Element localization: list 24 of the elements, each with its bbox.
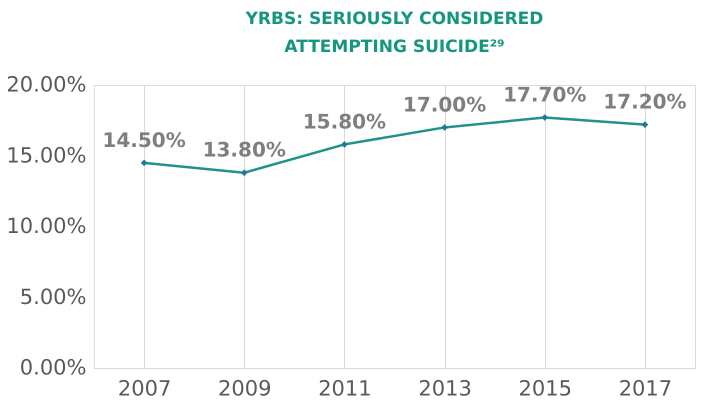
data-label: 13.80% (202, 138, 286, 162)
data-label: 15.80% (302, 109, 386, 134)
x-tick-label: 2007 (118, 376, 172, 400)
y-tick-label: 5.00% (20, 284, 86, 309)
x-tick-label: 2009 (218, 376, 272, 400)
point (642, 121, 648, 128)
y-tick-label: 0.00% (20, 356, 86, 380)
x-tick-label: 2017 (618, 376, 672, 400)
x-tick-label: 2015 (518, 376, 572, 400)
point (541, 114, 548, 121)
data-label: 17.00% (402, 92, 486, 116)
data-label: 14.50% (102, 128, 186, 152)
data-label: 17.70% (503, 82, 586, 107)
point (140, 159, 148, 166)
y-tick-label: 15.00% (6, 143, 86, 168)
point (441, 124, 448, 131)
y-tick-label: 20.00% (6, 72, 86, 96)
point (341, 141, 348, 148)
chart-title: YRBS: SERIOUSLY CONSIDERED ATTEMPTING SUICIDE²⁹ (244, 9, 544, 57)
x-tick-label: 2013 (418, 376, 472, 400)
y-tick-label: 10.00% (6, 214, 86, 238)
point (240, 169, 248, 176)
x-tick-label: 2011 (318, 376, 372, 400)
data-label: 17.20% (603, 90, 687, 114)
